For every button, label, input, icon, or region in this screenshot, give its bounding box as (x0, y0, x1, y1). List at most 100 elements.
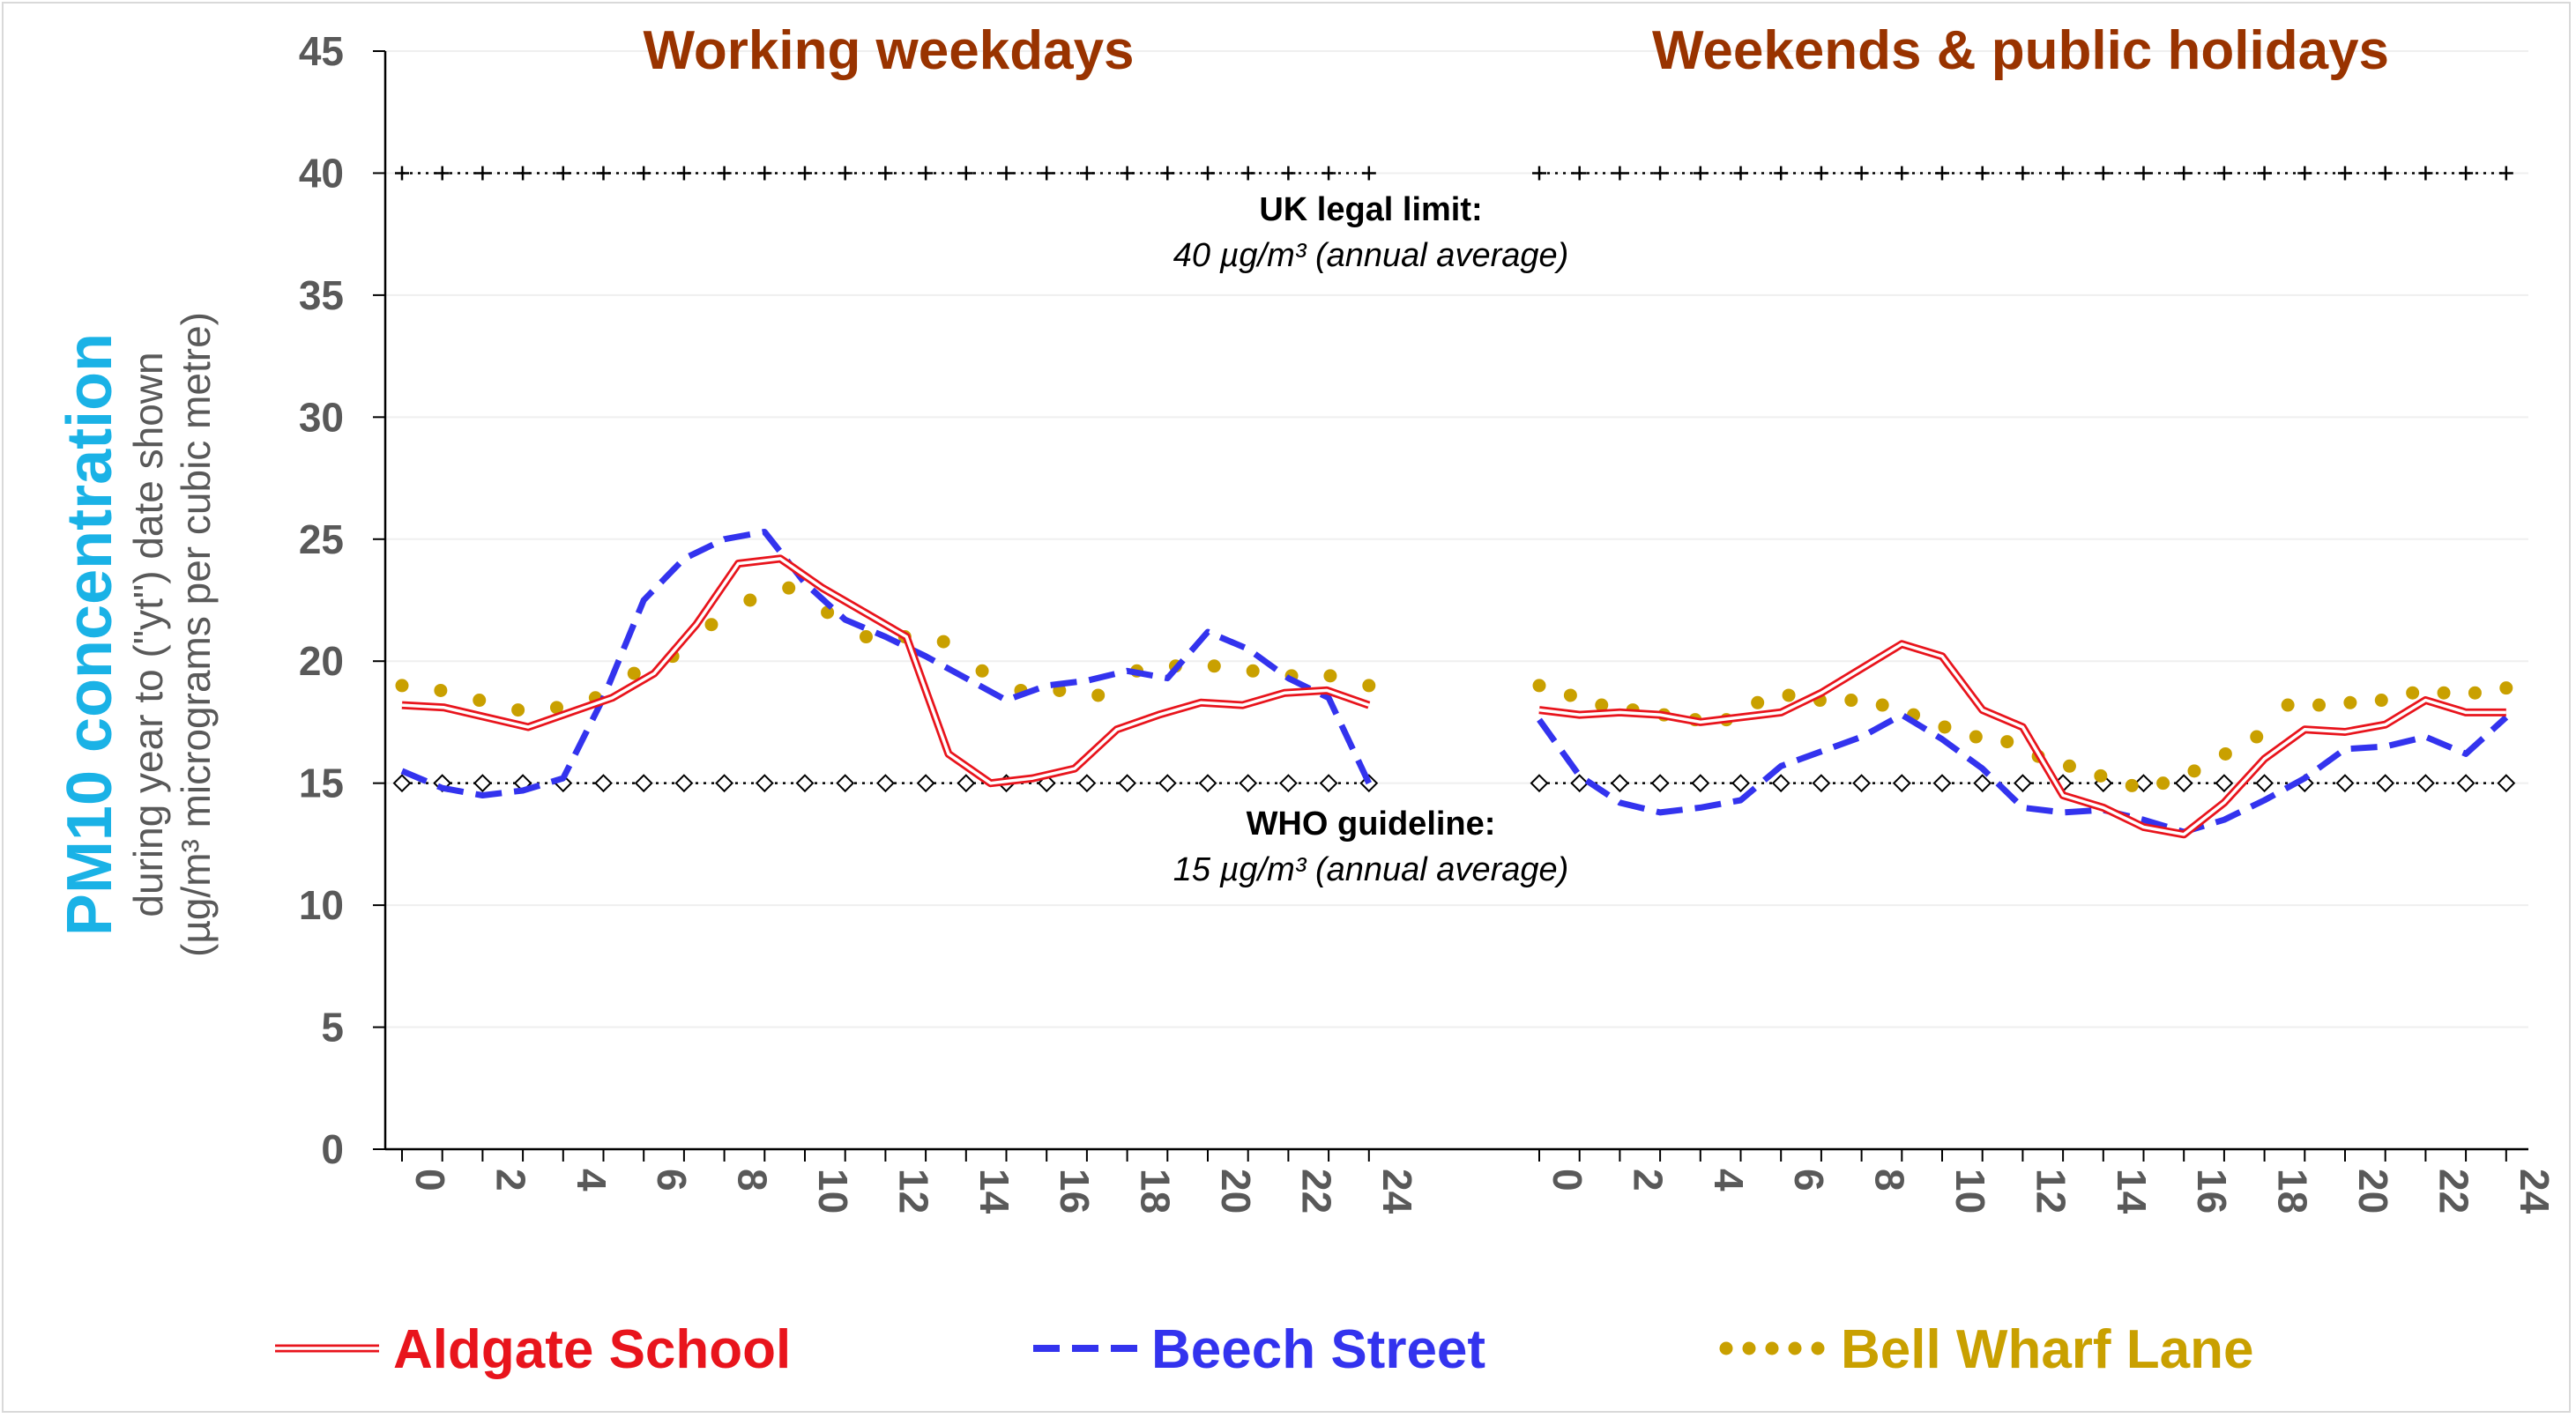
bell-point-p1-15 (2000, 735, 2014, 749)
ref-marker-40-p0-19 (1160, 166, 1175, 181)
x-tick-label-p0-8: 8 (730, 1169, 776, 1192)
ref-marker-40-p1-1 (1572, 166, 1587, 181)
x-tick-label-p0-4: 4 (569, 1169, 614, 1192)
ref-marker-15-p0-17 (1077, 774, 1097, 793)
ref-marker-40-p0-16 (1039, 166, 1054, 181)
ref-marker-40-p0-2 (475, 166, 490, 181)
x-tick-label-p0-18: 18 (1133, 1169, 1179, 1214)
x-tick-label-p1-0: 0 (1545, 1169, 1590, 1192)
ref-marker-15-p0-12 (875, 774, 895, 793)
ref-marker-40-p0-7 (676, 166, 691, 181)
ref-marker-15-p1-3 (1650, 774, 1670, 793)
ref-marker-40-p0-0 (395, 166, 409, 181)
bell-point-p1-17 (2062, 759, 2076, 773)
x-tick-label-group-p0-0: 0 (407, 1169, 453, 1192)
panel-title-weekends: Weekends & public holidays (1652, 20, 2389, 81)
ref-marker-15-p1-8 (1852, 774, 1872, 793)
ref-marker-40-p1-18 (2257, 166, 2272, 181)
x-tick-label-group-p0-12: 12 (890, 1169, 936, 1214)
ref-marker-15-p1-1 (1570, 774, 1590, 793)
x-tick-label-group-p1-12: 12 (2028, 1169, 2073, 1214)
ref-marker-40-p1-4 (1693, 166, 1708, 181)
ref-marker-40-p1-21 (2378, 166, 2393, 181)
x-tick-label-group-p1-2: 2 (1625, 1169, 1671, 1192)
ref-marker-40-p1-13 (2056, 166, 2071, 181)
x-tick-label-p1-12: 12 (2028, 1169, 2073, 1214)
x-tick-label-group-p0-22: 22 (1293, 1169, 1339, 1214)
x-tick-label-p1-10: 10 (1947, 1169, 1993, 1214)
bell-point-p1-11 (1875, 698, 1889, 712)
x-tick-label-group-p1-18: 18 (2270, 1169, 2316, 1214)
ref-marker-15-p1-12 (2013, 774, 2032, 793)
y-tick-label-35: 35 (299, 272, 344, 318)
bell-point-p0-22 (1246, 664, 1260, 678)
x-tick-label-group-p0-16: 16 (1052, 1169, 1098, 1214)
bell-point-p1-24 (2281, 698, 2295, 712)
ref-marker-15-p0-7 (674, 774, 694, 793)
aldgate-line-p1 (1538, 640, 2506, 839)
ref-marker-40-p0-18 (1120, 166, 1135, 181)
ref-marker-15-p0-5 (594, 774, 613, 793)
x-tick-label-group-p1-20: 20 (2350, 1169, 2396, 1214)
x-tick-label-group-p0-20: 20 (1213, 1169, 1259, 1214)
bell-point-p1-22 (2218, 746, 2232, 761)
bell-point-p1-13 (1938, 720, 1952, 734)
bell-point-p0-12 (859, 630, 873, 644)
ref-marker-40-p1-22 (2418, 166, 2433, 181)
bell-point-p0-2 (473, 694, 487, 708)
bell-point-p0-24 (1323, 669, 1337, 683)
ref-marker-40-p1-12 (2015, 166, 2030, 181)
ref-marker-15-p0-11 (836, 774, 855, 793)
x-tick-label-group-p1-22: 22 (2431, 1169, 2476, 1214)
ref-marker-40-p0-8 (717, 166, 732, 181)
x-tick-label-group-p0-2: 2 (488, 1169, 533, 1192)
bell-point-p0-25 (1362, 679, 1376, 693)
y-tick-label-15: 15 (299, 761, 344, 806)
y-tick-label-0: 0 (321, 1126, 344, 1172)
ref-marker-40-p0-5 (596, 166, 611, 181)
who-guideline-title: WHO guideline: (1247, 806, 1496, 843)
ref-marker-40-p1-3 (1653, 166, 1668, 181)
x-tick-label-group-p0-10: 10 (810, 1169, 856, 1214)
x-tick-label-group-p1-6: 6 (1786, 1169, 1832, 1192)
x-tick-label-group-p1-24: 24 (2512, 1169, 2557, 1214)
ref-marker-40-p1-0 (1532, 166, 1546, 181)
ref-marker-15-p0-18 (1118, 774, 1137, 793)
x-tick-label-p0-22: 22 (1293, 1169, 1339, 1214)
ref-marker-15-p1-9 (1892, 774, 1911, 793)
ref-marker-40-p0-17 (1079, 166, 1094, 181)
who-guideline-subtitle: 15 µg/m³ (annual average) (1173, 851, 1569, 888)
x-tick-label-group-p1-10: 10 (1947, 1169, 1993, 1214)
bell-point-p0-0 (395, 679, 409, 693)
panel-title-weekdays: Working weekdays (643, 20, 1134, 81)
ref-marker-15-p0-20 (1198, 774, 1217, 793)
y-tick-label-20: 20 (299, 638, 344, 684)
ref-marker-15-p1-4 (1691, 774, 1710, 793)
x-tick-label-p0-10: 10 (810, 1169, 856, 1214)
x-tick-label-group-p0-8: 8 (730, 1169, 776, 1192)
x-tick-label-p0-16: 16 (1052, 1169, 1098, 1214)
aldgate-line-inner-p0 (401, 557, 1370, 785)
ref-marker-15-p1-18 (2255, 774, 2274, 793)
x-tick-label-p0-0: 0 (407, 1169, 453, 1192)
series-lines (395, 529, 2513, 839)
ref-marker-15-p1-7 (1812, 774, 1831, 793)
ref-marker-40-p0-24 (1361, 166, 1376, 181)
ref-marker-15-p0-14 (957, 774, 976, 793)
ref-marker-15-p0-19 (1158, 774, 1177, 793)
ref-marker-40-p1-24 (2498, 166, 2513, 181)
bell-point-p0-15 (975, 664, 989, 678)
ref-marker-15-p1-21 (2376, 774, 2395, 793)
x-tick-label-group-p1-16: 16 (2189, 1169, 2235, 1214)
aldgate-line-inner-p1 (1538, 642, 2506, 836)
bell-point-p1-20 (2156, 776, 2170, 791)
ref-marker-15-p0-21 (1239, 774, 1258, 793)
ref-marker-15-p1-22 (2416, 774, 2435, 793)
ref-marker-40-p1-15 (2136, 166, 2151, 181)
bell-point-p1-27 (2374, 694, 2388, 708)
ref-marker-15-p0-23 (1319, 774, 1338, 793)
ref-marker-40-p1-7 (1813, 166, 1828, 181)
ref-marker-15-p0-6 (634, 774, 653, 793)
